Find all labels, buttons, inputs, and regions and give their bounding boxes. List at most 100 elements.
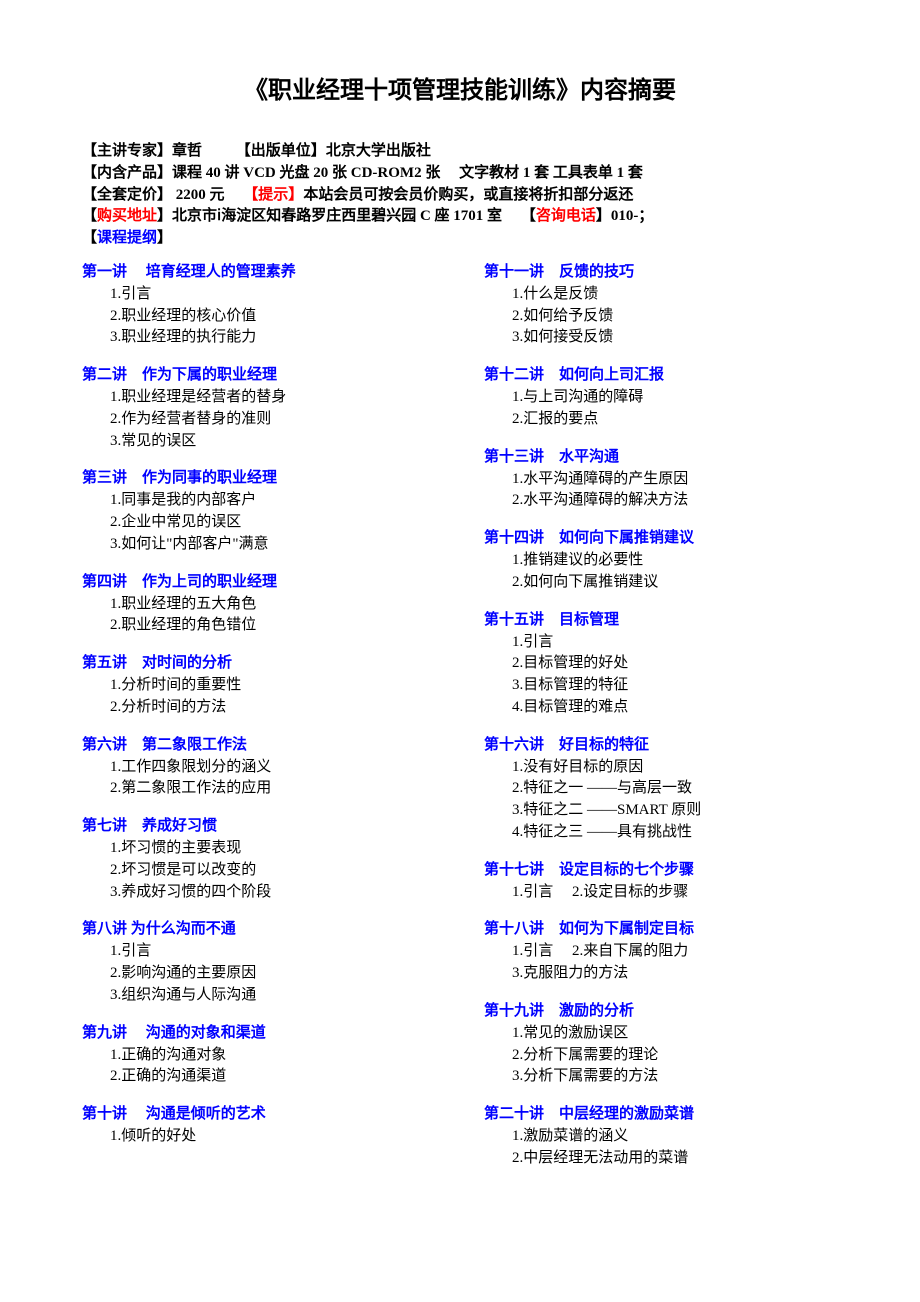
- section-heading: 第十五讲 目标管理: [484, 608, 838, 629]
- label-tip: 【提示】: [243, 187, 303, 203]
- section-item: 1.激励菜谱的涵义: [484, 1126, 838, 1148]
- label-address: 购买地址: [97, 208, 157, 224]
- section-item: 1.没有好目标的原因: [484, 757, 838, 779]
- outline-section: 第八讲 为什么沟而不通1.引言2.影响沟通的主要原因3.组织沟通与人际沟通: [82, 917, 436, 1006]
- section-item: 1.引言 2.设定目标的步骤: [484, 882, 838, 904]
- section-item: 2.水平沟通障碍的解决方法: [484, 490, 838, 512]
- section-item: 2.分析时间的方法: [82, 697, 436, 719]
- outline-section: 第十四讲 如何向下属推销建议1.推销建议的必要性2.如何向下属推销建议: [484, 526, 838, 594]
- outline-section: 第十七讲 设定目标的七个步骤 1.引言 2.设定目标的步骤: [484, 858, 838, 904]
- outline-section: 第六讲 第二象限工作法 1.工作四象限划分的涵义2.第二象限工作法的应用: [82, 733, 436, 801]
- section-heading: 第二十讲 中层经理的激励菜谱: [484, 1102, 838, 1123]
- spacer: [202, 143, 236, 159]
- outline-section: 第七讲 养成好习惯 1.坏习惯的主要表现2.坏习惯是可以改变的3.养成好习惯的四个…: [82, 814, 436, 903]
- section-item: 3.分析下属需要的方法: [484, 1066, 838, 1088]
- section-item: 1.同事是我的内部客户: [82, 490, 436, 512]
- section-item: 3.组织沟通与人际沟通: [82, 985, 436, 1007]
- section-item: 1.与上司沟通的障碍: [484, 387, 838, 409]
- label-price: 【全套定价】: [82, 187, 172, 203]
- section-heading: 第一讲 培育经理人的管理素养: [82, 260, 436, 281]
- bracket-open: 【: [82, 230, 97, 246]
- outline-section: 第一讲 培育经理人的管理素养1.引言2.职业经理的核心价值3.职业经理的执行能力: [82, 260, 436, 349]
- section-heading: 第十讲 沟通是倾听的艺术: [82, 1102, 436, 1123]
- section-item: 1.职业经理是经营者的替身: [82, 387, 436, 409]
- val-phone: 010-；: [611, 208, 654, 224]
- outline-section: 第十讲 沟通是倾听的艺术1.倾听的好处: [82, 1102, 436, 1148]
- section-item: 3.目标管理的特征: [484, 675, 838, 697]
- section-heading: 第五讲 对时间的分析: [82, 651, 436, 672]
- meta-line-1: 【主讲专家】章哲 【出版单位】北京大学出版社: [82, 141, 838, 163]
- outline-section: 第十八讲 如何为下属制定目标1.引言 2.来自下属的阻力3.克服阻力的方法: [484, 917, 838, 985]
- section-item: 1.水平沟通障碍的产生原因: [484, 469, 838, 491]
- outline-section: 第二十讲 中层经理的激励菜谱1.激励菜谱的涵义2.中层经理无法动用的菜谱: [484, 1102, 838, 1170]
- section-item: 4.特征之三 ——具有挑战性: [484, 822, 838, 844]
- section-item: 1.工作四象限划分的涵义: [82, 757, 436, 779]
- section-item: 3.常见的误区: [82, 431, 436, 453]
- section-item: 2.特征之一 ——与高层一致: [484, 778, 838, 800]
- section-item: 2.坏习惯是可以改变的: [82, 860, 436, 882]
- section-item: 3.克服阻力的方法: [484, 963, 838, 985]
- section-item: 1.引言: [82, 941, 436, 963]
- section-item: 1.引言: [484, 632, 838, 654]
- section-heading: 第十六讲 好目标的特征: [484, 733, 838, 754]
- section-item: 1.常见的激励误区: [484, 1023, 838, 1045]
- bracket-open: 【: [521, 208, 536, 224]
- outline-section: 第五讲 对时间的分析1.分析时间的重要性2.分析时间的方法: [82, 651, 436, 719]
- section-item: 1.正确的沟通对象: [82, 1045, 436, 1067]
- bracket-close: 】: [157, 230, 172, 246]
- left-column: 第一讲 培育经理人的管理素养1.引言2.职业经理的核心价值3.职业经理的执行能力…: [82, 260, 436, 1184]
- outline-section: 第四讲 作为上司的职业经理1.职业经理的五大角色2.职业经理的角色错位: [82, 570, 436, 638]
- section-heading: 第八讲 为什么沟而不通: [82, 917, 436, 938]
- section-item: 2.汇报的要点: [484, 409, 838, 431]
- outline-section: 第十六讲 好目标的特征 1.没有好目标的原因2.特征之一 ——与高层一致3.特征之…: [484, 733, 838, 844]
- section-item: 1.引言: [82, 284, 436, 306]
- section-item: 2.正确的沟通渠道: [82, 1066, 436, 1088]
- label-contents: 【内含产品】: [82, 165, 172, 181]
- spacer: [502, 208, 521, 224]
- outline-section: 第九讲 沟通的对象和渠道 1.正确的沟通对象2.正确的沟通渠道: [82, 1021, 436, 1089]
- meta-line-2: 【内含产品】课程 40 讲 VCD 光盘 20 张 CD-ROM2 张 文字教材…: [82, 163, 838, 185]
- val-address: 北京市ⅰ海淀区知春路罗庄西里碧兴园 C 座 1701 室: [172, 208, 502, 224]
- label-publisher: 【出版单位】: [236, 143, 326, 159]
- bracket-close: 】: [157, 208, 172, 224]
- section-item: 2.如何给予反馈: [484, 306, 838, 328]
- section-heading: 第十九讲 激励的分析: [484, 999, 838, 1020]
- section-heading: 第七讲 养成好习惯: [82, 814, 436, 835]
- spacer: [225, 187, 244, 203]
- val-lecturer: 章哲: [172, 143, 202, 159]
- section-item: 2.第二象限工作法的应用: [82, 778, 436, 800]
- outline-section: 第十二讲 如何向上司汇报 1.与上司沟通的障碍2.汇报的要点: [484, 363, 838, 431]
- section-item: 2.企业中常见的误区: [82, 512, 436, 534]
- section-item: 1.坏习惯的主要表现: [82, 838, 436, 860]
- outline-section: 第十一讲 反馈的技巧1.什么是反馈2.如何给予反馈3.如何接受反馈: [484, 260, 838, 349]
- section-item: 3.养成好习惯的四个阶段: [82, 882, 436, 904]
- meta-line-4: 【购买地址】北京市ⅰ海淀区知春路罗庄西里碧兴园 C 座 1701 室 【咨询电话…: [82, 206, 838, 228]
- section-heading: 第四讲 作为上司的职业经理: [82, 570, 436, 591]
- outline-section: 第十九讲 激励的分析1.常见的激励误区2.分析下属需要的理论3.分析下属需要的方…: [484, 999, 838, 1088]
- section-heading: 第三讲 作为同事的职业经理: [82, 466, 436, 487]
- section-item: 4.目标管理的难点: [484, 697, 838, 719]
- section-heading: 第九讲 沟通的对象和渠道: [82, 1021, 436, 1042]
- bracket-open: 【: [82, 208, 97, 224]
- right-column: 第十一讲 反馈的技巧1.什么是反馈2.如何给予反馈3.如何接受反馈第十二讲 如何…: [466, 260, 838, 1184]
- section-item: 1.推销建议的必要性: [484, 550, 838, 572]
- val-publisher: 北京大学出版社: [326, 143, 431, 159]
- val-contents: 课程 40 讲 VCD 光盘 20 张 CD-ROM2 张 文字教材 1 套 工…: [172, 165, 643, 181]
- section-heading: 第十二讲 如何向上司汇报: [484, 363, 838, 384]
- section-item: 3.特征之二 ——SMART 原则: [484, 800, 838, 822]
- section-item: 1.引言 2.来自下属的阻力: [484, 941, 838, 963]
- val-price: 2200 元: [172, 187, 225, 203]
- page-title: 《职业经理十项管理技能训练》内容摘要: [82, 70, 838, 105]
- label-lecturer: 【主讲专家】: [82, 143, 172, 159]
- outline-columns: 第一讲 培育经理人的管理素养1.引言2.职业经理的核心价值3.职业经理的执行能力…: [82, 260, 838, 1184]
- meta-block: 【主讲专家】章哲 【出版单位】北京大学出版社 【内含产品】课程 40 讲 VCD…: [82, 141, 838, 250]
- outline-section: 第三讲 作为同事的职业经理 1.同事是我的内部客户2.企业中常见的误区3.如何让"…: [82, 466, 436, 555]
- meta-line-5: 【课程提纲】: [82, 228, 838, 250]
- section-heading: 第六讲 第二象限工作法: [82, 733, 436, 754]
- bracket-close: 】: [596, 208, 611, 224]
- section-item: 3.如何让"内部客户"满意: [82, 534, 436, 556]
- section-heading: 第十四讲 如何向下属推销建议: [484, 526, 838, 547]
- section-heading: 第十七讲 设定目标的七个步骤: [484, 858, 838, 879]
- section-item: 1.职业经理的五大角色: [82, 594, 436, 616]
- section-item: 2.目标管理的好处: [484, 653, 838, 675]
